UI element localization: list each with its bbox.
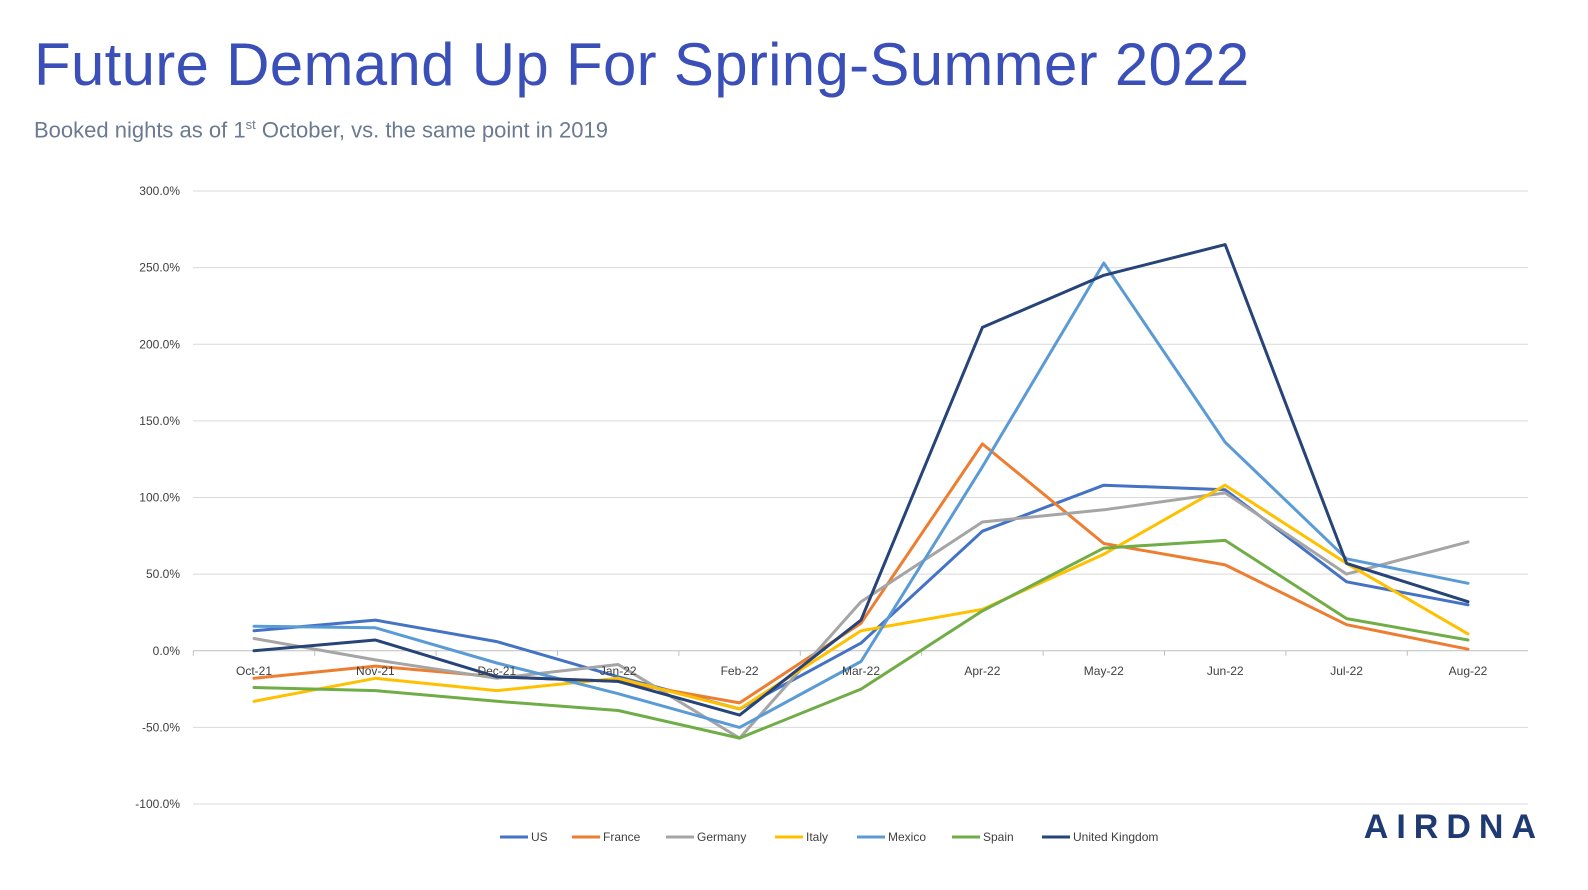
y-tick-label: 150.0%: [139, 414, 180, 428]
legend-item: Germany: [666, 830, 746, 844]
x-tick-label: Feb-22: [721, 664, 759, 678]
series-line-italy: [252, 483, 1470, 711]
airdna-logo: AIRDNA: [1363, 808, 1544, 846]
y-tick-label: 300.0%: [139, 184, 180, 198]
series-line-germany: [252, 491, 1470, 740]
subtitle-text-start: Booked nights as of 1: [34, 117, 246, 143]
y-tick-label: -100.0%: [135, 797, 180, 811]
legend-item: France: [572, 830, 641, 844]
legend-label: Germany: [697, 830, 746, 844]
x-tick-label: Dec-21: [477, 664, 516, 678]
page-subtitle: Booked nights as of 1st October, vs. the…: [34, 117, 608, 143]
page-title: Future Demand Up For Spring-Summer 2022: [34, 31, 1250, 98]
y-tick-label: -50.0%: [142, 720, 180, 734]
y-tick-label: 0.0%: [153, 644, 181, 658]
legend-item: US: [500, 830, 548, 844]
legend-label: Spain: [983, 830, 1014, 844]
y-axis-labels: 300.0% 250.0% 200.0% 150.0% 100.0% 50.0% 0.0% -…: [135, 184, 180, 811]
chart-legend: US France Germany Italy Mexico Spain United Ki…: [500, 830, 1158, 844]
legend-label: France: [603, 830, 641, 844]
x-tick-label: May-22: [1084, 664, 1124, 678]
legend-item: United Kingdom: [1042, 830, 1158, 844]
x-tick-label: Apr-22: [964, 664, 1000, 678]
y-tick-label: 100.0%: [139, 491, 180, 505]
x-tick-label: Jan-22: [600, 664, 637, 678]
series-line-united-kingdom: [252, 243, 1470, 717]
legend-label: Italy: [806, 830, 828, 844]
legend-item: Mexico: [857, 830, 926, 844]
x-tick-label: Jun-22: [1207, 664, 1244, 678]
legend-label: United Kingdom: [1073, 830, 1158, 844]
legend-label: Mexico: [888, 830, 926, 844]
legend-item: Italy: [775, 830, 828, 844]
x-tick-label: Jul-22: [1330, 664, 1363, 678]
chart-gridlines: [192, 190, 1528, 805]
legend-label: US: [531, 830, 548, 844]
x-tick-label: Nov-21: [356, 664, 395, 678]
subtitle-superscript: st: [245, 117, 256, 132]
y-tick-label: 200.0%: [139, 337, 180, 351]
x-tick-label: Aug-22: [1449, 664, 1488, 678]
y-tick-label: 50.0%: [146, 567, 180, 581]
x-tick-label: Mar-22: [842, 664, 880, 678]
x-tick-label: Oct-21: [236, 664, 272, 678]
y-tick-label: 250.0%: [139, 261, 180, 275]
series-lines: [252, 243, 1470, 740]
legend-item: Spain: [952, 830, 1014, 844]
series-line-spain: [252, 538, 1470, 740]
series-line-mexico: [252, 261, 1470, 729]
x-axis-labels: Oct-21 Nov-21 Dec-21 Jan-22 Feb-22 Mar-22 Apr-…: [236, 664, 1488, 678]
subtitle-text-end: October, vs. the same point in 2019: [255, 117, 608, 143]
